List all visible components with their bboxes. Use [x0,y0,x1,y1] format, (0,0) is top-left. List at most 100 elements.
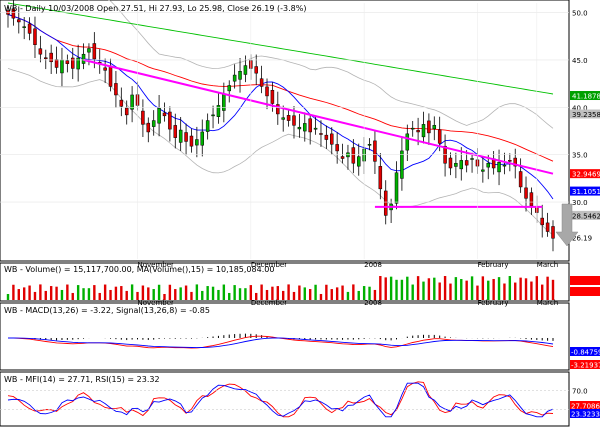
price-x-tick-label: 2008 [364,261,382,269]
up-candle [281,117,285,120]
volume-panel-title: WB - Volume() = 15,117,700.00, MA(Volume… [4,265,274,274]
down-candle [524,187,528,199]
down-candle [270,89,275,104]
price-tag-box [570,109,600,119]
volume-bar [330,289,333,300]
up-candle [81,53,86,64]
up-candle [454,162,458,167]
price-x-tick-label: December [251,261,287,269]
volume-bar [120,286,123,300]
volume-x-tick-label: February [477,299,508,307]
up-candle [200,131,205,146]
price-tag-value: 26.19 [572,235,592,243]
volume-tag-box [570,276,600,285]
volume-x-tick-label: December [251,299,287,307]
macd-signal-line [8,337,554,349]
volume-bar [551,279,555,300]
volume-bar [373,289,377,300]
volume-bar [325,284,328,300]
volume-bar [265,289,269,300]
volume-bar [222,284,226,300]
down-candle [65,60,70,64]
macd-tag-value: -3.21937 [571,362,600,370]
down-candle [551,226,555,239]
up-candle [410,127,415,130]
volume-bar [238,288,242,300]
price-panel-frame [0,0,570,262]
volume-bar [460,279,463,300]
volume-bar [546,276,549,300]
down-candle [254,66,258,74]
down-candle [292,115,296,126]
up-candle [400,150,404,179]
down-candle [324,134,329,140]
volume-bar [308,289,312,300]
volume-bar [211,286,215,300]
down-candle [168,111,172,130]
up-candle [243,65,248,75]
volume-bar [411,284,414,300]
rsi-tag-box [570,409,600,418]
down-candle [265,86,269,97]
down-candle [319,133,323,135]
volume-bar [157,284,161,300]
macd-tag-value: -0.84759 [571,349,600,357]
volume-x-tick-label: November [138,299,175,307]
up-candle [367,144,372,146]
volume-bar [71,292,74,300]
down-candle [308,118,312,133]
volume-bar [519,277,522,300]
rsi-line [7,382,554,418]
volume-bar [379,276,382,300]
volume-bar [384,277,387,300]
volume-bar [406,276,409,300]
volume-bar [454,277,458,300]
volume-bar [524,278,528,300]
down-candle [335,144,339,152]
down-candle [416,130,420,133]
price-tag-value: 28.5462 [572,212,600,220]
down-candle [378,166,383,190]
price-axis-tick-label: 45.0 [572,57,588,65]
down-candle [383,190,388,216]
up-candle [356,156,361,167]
volume-bar [136,291,139,300]
rsi-axis-tick-label: 70.0 [572,387,588,395]
volume-bar [76,285,80,300]
volume-bar [481,276,485,300]
volume-bar [6,294,10,300]
volume-bar [114,286,118,300]
volume-bar [33,291,37,300]
volume-bar [28,285,31,300]
down-candle [184,132,188,142]
volume-bar [174,289,177,300]
bollinger-lower-line [7,68,554,236]
red-moving-average-line [7,13,554,162]
volume-bar [201,290,204,300]
up-candle [60,59,64,74]
up-candle [76,57,80,70]
volume-bar [427,278,431,300]
volume-ma-tag-box [570,287,600,296]
volume-bar [400,279,404,300]
mfi-line [7,381,554,418]
indicator-lines [7,0,554,418]
up-candle [486,162,490,168]
volume-bar [168,284,172,300]
volume-bar [44,290,47,300]
volume-bar [438,282,441,300]
down-candle [330,133,334,145]
volume-bar [514,282,517,300]
candlesticks [6,0,555,252]
up-candle [157,107,161,124]
up-candle [151,120,156,127]
macd-panel-title: WB - MACD(13,26) = -3.22, Signal(13,26,8… [4,306,210,315]
volume-bar [233,285,236,300]
down-candle [27,23,32,34]
price-axis-tick-label: 50.0 [572,9,588,17]
volume-bar [449,283,452,300]
down-candle [71,57,75,69]
volume-bar [276,286,280,300]
volume-bar [103,284,107,300]
volume-bar [147,287,150,300]
